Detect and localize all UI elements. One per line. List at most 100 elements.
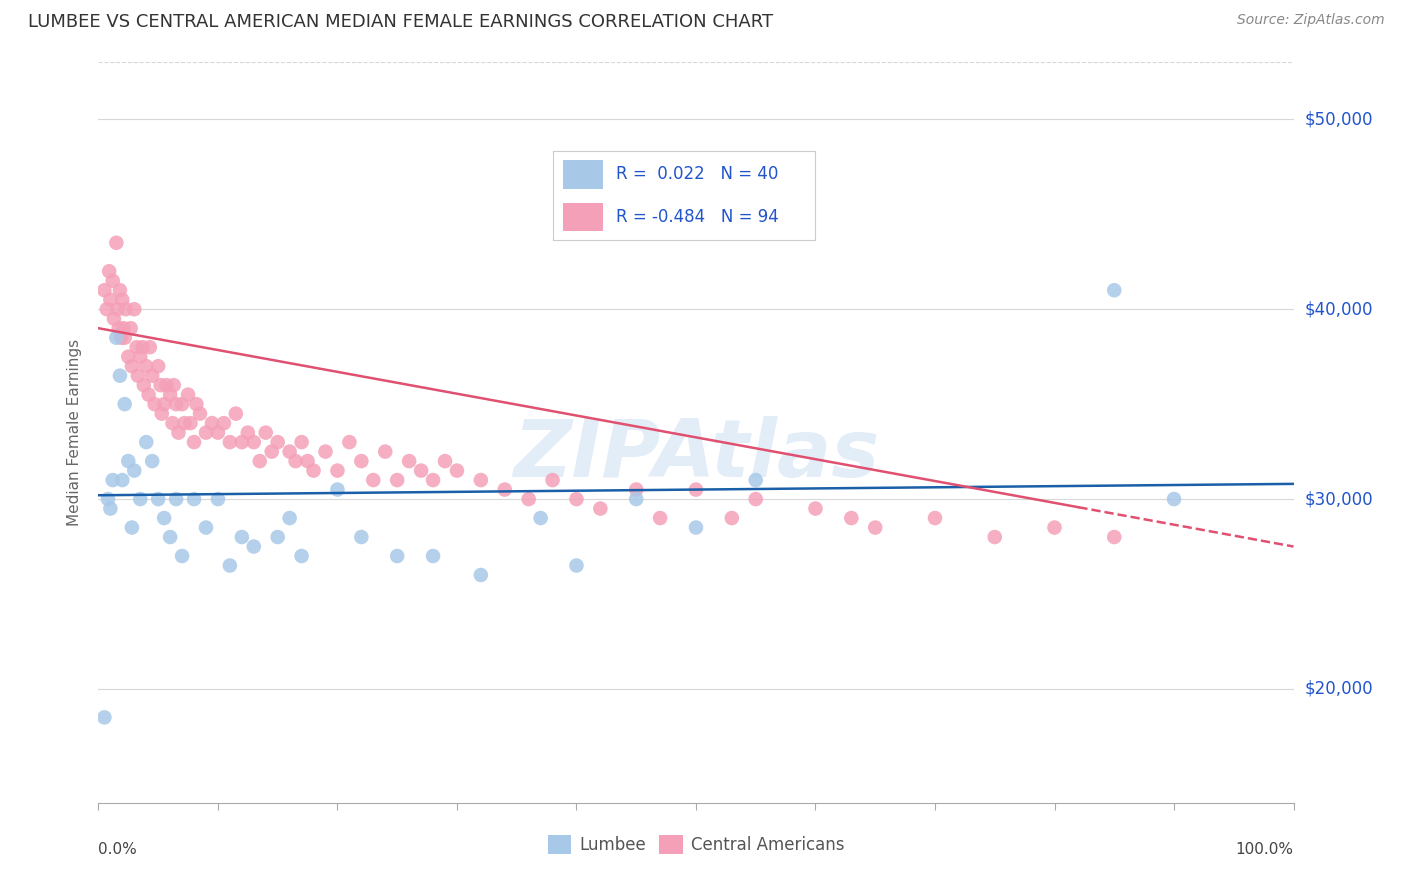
Point — [530, 511, 553, 525]
Point — [105, 235, 128, 250]
Point — [114, 331, 136, 345]
Point — [117, 350, 139, 364]
Point — [177, 387, 200, 401]
Point — [260, 444, 283, 458]
Point — [108, 283, 131, 297]
Point — [129, 491, 152, 506]
Point — [984, 530, 1007, 544]
Point — [98, 293, 122, 307]
Point — [121, 520, 143, 534]
Point — [254, 425, 277, 440]
Point — [278, 444, 301, 458]
Point — [132, 378, 155, 392]
Point — [183, 491, 205, 506]
Point — [363, 473, 385, 487]
Point — [446, 464, 468, 478]
Point — [117, 454, 139, 468]
Point — [385, 473, 409, 487]
Point — [745, 491, 768, 506]
Point — [648, 511, 672, 525]
Point — [139, 340, 162, 354]
Point — [434, 454, 457, 468]
Point — [195, 520, 218, 534]
Point — [121, 359, 143, 374]
Point — [159, 530, 181, 544]
Point — [231, 530, 253, 544]
Point — [112, 321, 135, 335]
Point — [101, 274, 124, 288]
Point — [93, 710, 115, 724]
Point — [589, 501, 612, 516]
Point — [165, 397, 187, 411]
Point — [163, 378, 186, 392]
Point — [135, 435, 157, 450]
Point — [201, 416, 224, 430]
Point — [517, 491, 540, 506]
Point — [98, 501, 122, 516]
Point — [125, 340, 148, 354]
Point — [141, 368, 163, 383]
Point — [172, 397, 194, 411]
Point — [315, 444, 337, 458]
Point — [93, 283, 115, 297]
Point — [267, 435, 290, 450]
Point — [291, 435, 314, 450]
Point — [179, 416, 201, 430]
Point — [183, 435, 205, 450]
Point — [326, 464, 349, 478]
Point — [804, 501, 827, 516]
Point — [148, 491, 170, 506]
Point — [127, 368, 149, 383]
Point — [114, 397, 136, 411]
Point — [141, 454, 163, 468]
Point — [398, 454, 420, 468]
Point — [236, 425, 259, 440]
Point — [385, 549, 409, 563]
Point — [924, 511, 946, 525]
Point — [1104, 530, 1126, 544]
Text: ZIPAtlas: ZIPAtlas — [513, 416, 879, 494]
Point — [186, 397, 208, 411]
Point — [243, 435, 266, 450]
Point — [291, 549, 314, 563]
Point — [1043, 520, 1066, 534]
Point — [374, 444, 396, 458]
Point — [138, 387, 160, 401]
Point — [494, 483, 516, 497]
Point — [249, 454, 271, 468]
Point — [865, 520, 887, 534]
Point — [411, 464, 433, 478]
Point — [149, 378, 172, 392]
Point — [207, 491, 229, 506]
Point — [172, 549, 194, 563]
Text: $50,000: $50,000 — [1305, 111, 1374, 128]
Point — [243, 540, 266, 554]
Point — [685, 483, 707, 497]
Point — [124, 302, 146, 317]
Point — [107, 321, 129, 335]
Point — [173, 416, 195, 430]
Text: $40,000: $40,000 — [1305, 301, 1374, 318]
Text: LUMBEE VS CENTRAL AMERICAN MEDIAN FEMALE EARNINGS CORRELATION CHART: LUMBEE VS CENTRAL AMERICAN MEDIAN FEMALE… — [28, 13, 773, 31]
Point — [131, 340, 153, 354]
Point — [278, 511, 301, 525]
Point — [115, 302, 138, 317]
Point — [111, 473, 134, 487]
Point — [422, 549, 444, 563]
Point — [129, 350, 152, 364]
Point — [297, 454, 319, 468]
Point — [1104, 283, 1126, 297]
Point — [155, 378, 177, 392]
Point — [148, 359, 170, 374]
Point — [153, 397, 176, 411]
Point — [267, 530, 290, 544]
Text: 100.0%: 100.0% — [1236, 842, 1294, 856]
Point — [101, 473, 124, 487]
Text: $30,000: $30,000 — [1305, 490, 1374, 508]
Point — [745, 473, 768, 487]
Point — [219, 558, 242, 573]
Point — [470, 473, 492, 487]
Point — [470, 568, 492, 582]
Point — [97, 491, 120, 506]
Point — [212, 416, 235, 430]
